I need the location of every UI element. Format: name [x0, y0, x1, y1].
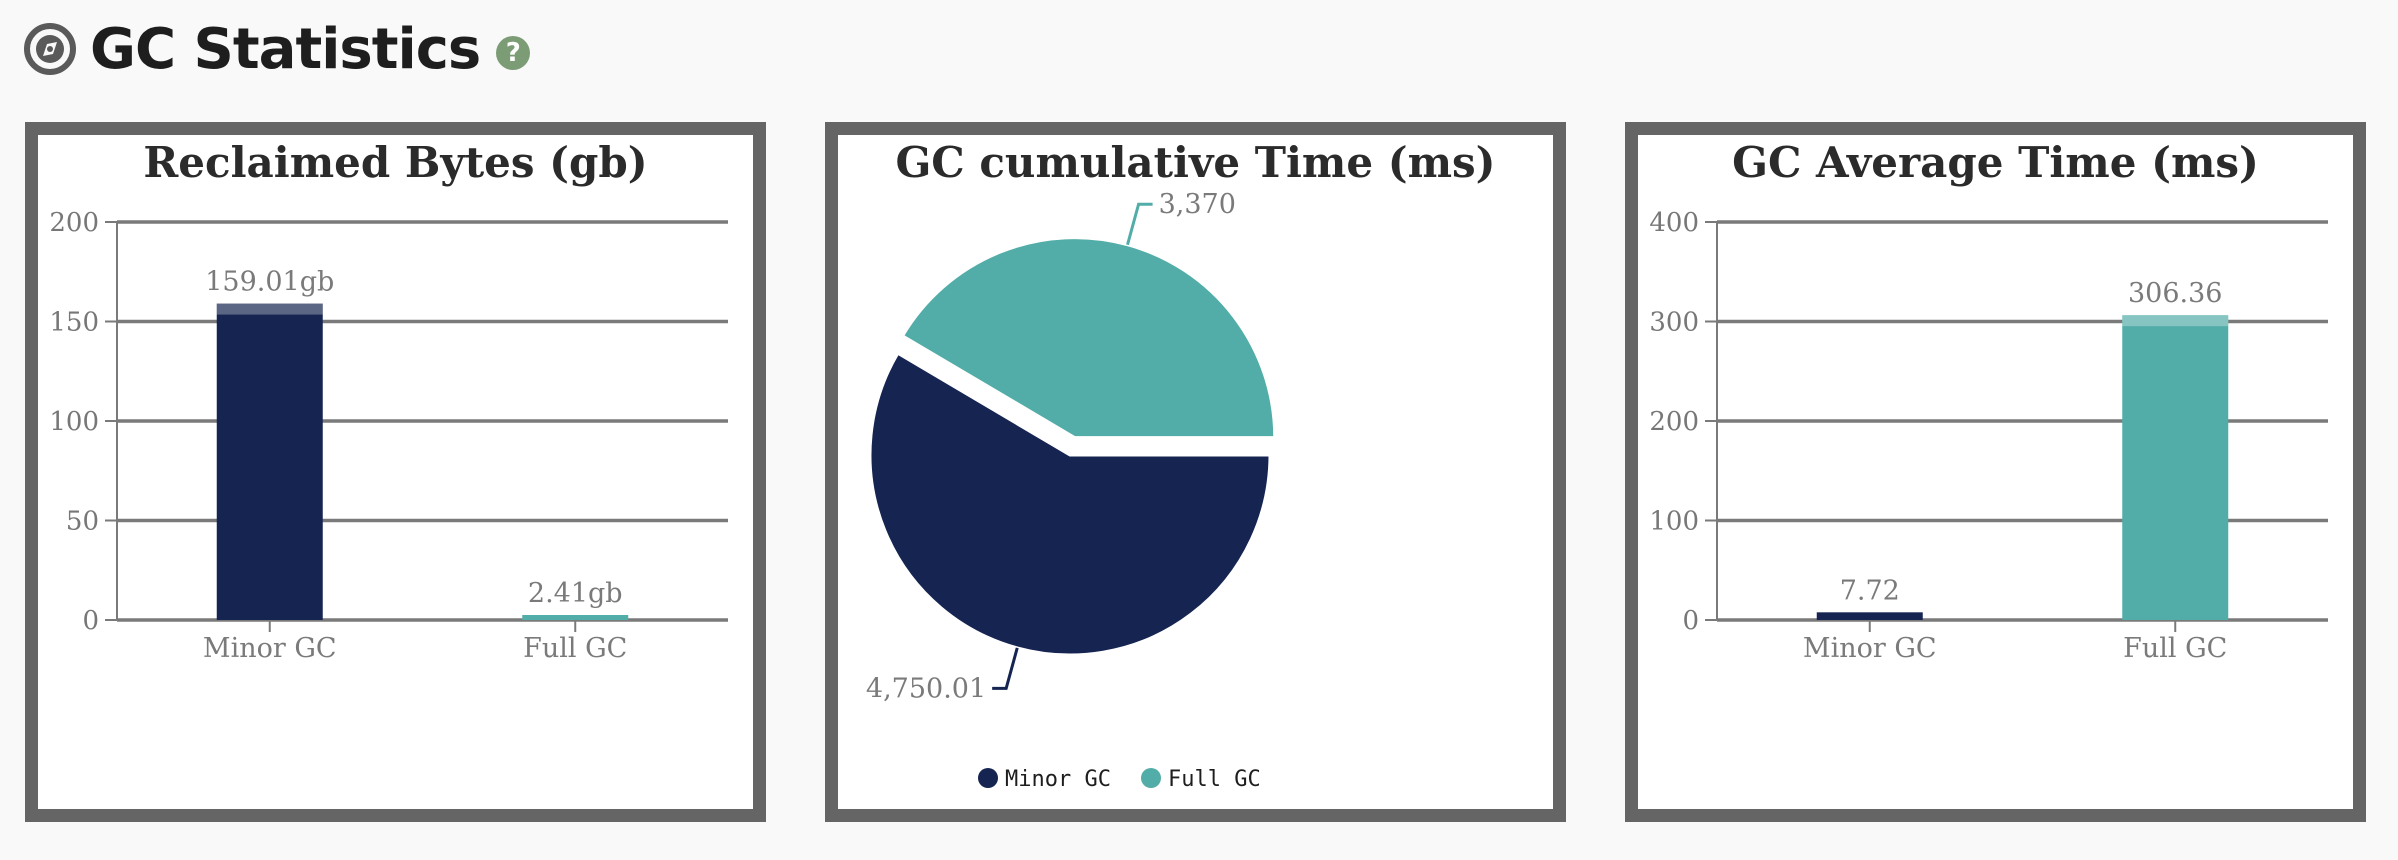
legend: Minor GC Full GC	[978, 767, 1261, 792]
y-tick-label: 100	[49, 407, 99, 437]
legend-marker-full-gc	[1141, 768, 1161, 788]
pie-connector	[992, 647, 1019, 690]
chart-title: GC Average Time (ms)	[1732, 138, 2259, 187]
gc-average-time-panel: GC Average Time (ms) 0 100 200 300 400 7.72 Min…	[1625, 122, 2366, 822]
chart-title: GC cumulative Time (ms)	[895, 138, 1495, 187]
bar-full-gc	[522, 615, 629, 620]
bar-highlight	[216, 303, 323, 315]
pie-slice-full-gc	[900, 236, 1277, 440]
y-tick-label: 300	[1649, 308, 1699, 338]
reclaimed-bytes-chart: Reclaimed Bytes (gb) 0 50 100 150 200 159.01gb…	[49, 138, 728, 664]
compass-icon	[24, 23, 76, 75]
reclaimed-bytes-panel: Reclaimed Bytes (gb) 0 50 100 150 200 159.01gb…	[25, 122, 766, 822]
x-tick-label-full-gc: Full GC	[2123, 633, 2227, 664]
y-tick-label: 50	[66, 507, 99, 537]
chart-title: Reclaimed Bytes (gb)	[143, 138, 647, 187]
y-tick-label: 200	[49, 208, 99, 238]
data-label-minor-gc: 4,750.01	[866, 673, 986, 704]
data-label-full-gc: 3,370	[1159, 189, 1236, 220]
pie-connector	[1126, 202, 1153, 246]
bar-highlight	[2122, 315, 2229, 327]
data-label-full-gc: 2.41gb	[528, 578, 623, 609]
page-title: GC Statistics	[90, 16, 481, 82]
y-tick-label: 100	[1649, 507, 1699, 537]
legend-item-full-gc: Full GC	[1168, 767, 1261, 792]
y-tick-label: 400	[1649, 208, 1699, 238]
pie-slice-minor-gc	[868, 351, 1272, 657]
y-tick-label: 0	[1682, 606, 1699, 636]
y-tick-label: 150	[49, 308, 99, 338]
bar-full-gc	[2122, 315, 2229, 620]
bar-minor-gc	[216, 303, 323, 620]
data-label-minor-gc: 159.01gb	[205, 267, 334, 298]
data-label-minor-gc: 7.72	[1840, 575, 1900, 606]
y-tick-label: 0	[82, 606, 99, 636]
gc-cumulative-time-chart: GC cumulative Time (ms) 4,750.01 3,370 Mino…	[866, 138, 1496, 792]
gc-average-time-chart: GC Average Time (ms) 0 100 200 300 400 7.72 Min…	[1649, 138, 2328, 664]
x-tick-label-full-gc: Full GC	[523, 633, 627, 664]
bar-minor-gc	[1816, 612, 1923, 620]
x-tick-label-minor-gc: Minor GC	[1803, 633, 1937, 664]
data-label-full-gc: 306.36	[2128, 278, 2222, 309]
help-icon[interactable]: ?	[496, 36, 531, 70]
y-tick-label: 200	[1649, 407, 1699, 437]
legend-marker-minor-gc	[978, 768, 998, 788]
x-tick-label-minor-gc: Minor GC	[203, 633, 337, 664]
page-header: GC Statistics ?	[24, 14, 531, 84]
gc-cumulative-time-panel: GC cumulative Time (ms) 4,750.01 3,370 Mino…	[825, 122, 1566, 822]
legend-item-minor-gc: Minor GC	[1005, 767, 1111, 792]
